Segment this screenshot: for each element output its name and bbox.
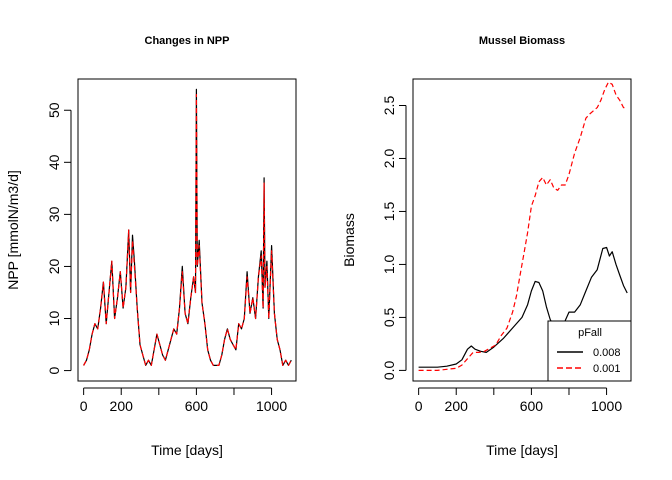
biomass-y-tick-label: 1.0 — [381, 254, 397, 274]
biomass-y-tick-label: 2.5 — [381, 96, 397, 116]
biomass-y-tick-label: 0.5 — [381, 307, 397, 327]
biomass-y-tick-label: 2.0 — [381, 149, 397, 169]
legend-label-0: 0.008 — [593, 347, 621, 359]
npp-series-line-1 — [83, 93, 292, 366]
npp-y-tick-label: 50 — [46, 102, 62, 118]
npp-y-axis-label: NPP [mmolN/m3/d] — [5, 170, 21, 290]
biomass-x-tick-label: 0 — [415, 398, 423, 414]
biomass-plot-box — [412, 78, 632, 382]
npp-y-tick-label: 30 — [46, 206, 62, 222]
npp-plot-box — [77, 78, 297, 382]
biomass-x-axis: 0 200 600 1000 — [415, 387, 622, 414]
biomass-x-tick-label: 600 — [520, 398, 544, 414]
legend-title: pFall — [578, 327, 602, 339]
npp-x-tick-label: 600 — [185, 398, 209, 414]
npp-chart-title: Changes in NPP — [145, 35, 230, 47]
biomass-chart-title: Mussel Biomass — [479, 35, 565, 47]
npp-y-tick-label: 10 — [46, 311, 62, 327]
npp-panel: Changes in NPP 0 10 20 30 40 50 0 200 600 1000 T… — [5, 35, 297, 458]
npp-x-tick-label: 200 — [110, 398, 134, 414]
biomass-y-axis-label: Biomass — [341, 213, 357, 267]
biomass-series-line-1 — [418, 81, 628, 371]
biomass-lines — [418, 81, 628, 371]
legend-box — [547, 320, 632, 382]
legend-label-1: 0.001 — [593, 363, 621, 375]
biomass-x-tick-label: 200 — [445, 398, 469, 414]
legend: pFall 0.008 0.001 — [547, 320, 632, 382]
npp-series-line-0 — [83, 88, 292, 366]
biomass-x-axis-label: Time [days] — [486, 442, 558, 458]
npp-y-tick-label: 40 — [46, 154, 62, 170]
biomass-y-tick-label: 1.5 — [381, 202, 397, 222]
npp-x-axis-label: Time [days] — [151, 442, 223, 458]
biomass-y-tick-label: 0.0 — [381, 360, 397, 380]
npp-x-tick-label: 1000 — [256, 398, 287, 414]
npp-x-axis: 0 200 600 1000 — [80, 387, 287, 414]
npp-y-axis: 0 10 20 30 40 50 — [46, 102, 72, 374]
npp-y-tick-label: 20 — [46, 258, 62, 274]
npp-lines — [83, 88, 292, 366]
biomass-panel: Mussel Biomass 0.0 0.5 1.0 1.5 2.0 2.5 0 200 60… — [341, 35, 632, 458]
biomass-y-axis: 0.0 0.5 1.0 1.5 2.0 2.5 — [381, 96, 407, 380]
biomass-series-line-0 — [418, 246, 628, 368]
npp-y-tick-label: 0 — [46, 366, 62, 374]
biomass-x-tick-label: 1000 — [591, 398, 622, 414]
npp-x-tick-label: 0 — [80, 398, 88, 414]
